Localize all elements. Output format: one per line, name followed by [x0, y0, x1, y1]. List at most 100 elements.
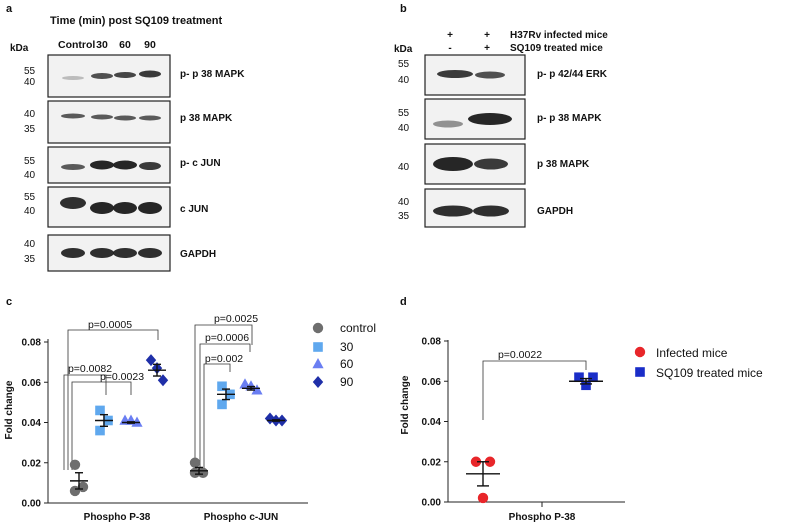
blot-band: [90, 160, 114, 170]
blot-band: [138, 202, 162, 214]
blot-label: p 38 MAPK: [537, 159, 590, 170]
mw-marker: 35: [24, 254, 36, 265]
sig-bracket: [67, 329, 159, 470]
panel-d-legend: Infected mice SQ109 treated mice: [634, 346, 763, 380]
blot-p-p38-mapk: 55 40 p- p 38 MAPK: [24, 54, 245, 98]
sig-bracket: [71, 381, 132, 470]
data-point: [477, 492, 489, 504]
condition-sign: +: [447, 30, 453, 41]
legend-label-30: 30: [340, 340, 354, 354]
blot-band: [139, 162, 161, 170]
legend-label-90: 90: [340, 375, 354, 389]
legend-label-infected: Infected mice: [656, 346, 728, 360]
data-point: [95, 425, 105, 436]
panel-a: a Time (min) post SQ109 treatment kDa Co…: [6, 3, 245, 272]
blot-band: [474, 158, 508, 170]
blot-label: c JUN: [180, 204, 208, 215]
legend-marker: [634, 346, 646, 358]
blot-band: [433, 205, 473, 217]
data-point: [470, 456, 482, 467]
y-tick-label: 0.06: [422, 377, 442, 388]
panel-c-letter: c: [6, 296, 12, 308]
mw-marker: 55: [24, 66, 36, 77]
lane-label-control: Control: [58, 39, 95, 51]
blot-label: p- c JUN: [180, 158, 221, 169]
mw-marker: 40: [24, 239, 36, 250]
data-point: [588, 372, 598, 383]
data-point: [189, 457, 201, 468]
panel-b-kda: kDa: [394, 44, 413, 55]
blot-band: [90, 202, 114, 214]
blot-band: [60, 197, 86, 209]
blot-label: p 38 MAPK: [180, 113, 233, 124]
legend-symbol-60: [312, 358, 324, 369]
group-label-cjun: Phospho c-JUN: [204, 512, 278, 523]
legend-symbol-sq109: [635, 367, 645, 377]
panel-a-letter: a: [6, 3, 13, 15]
mw-marker: 40: [398, 162, 410, 173]
blot-band: [138, 248, 162, 258]
legend-label-60: 60: [340, 357, 354, 371]
blot-band: [437, 70, 473, 78]
sig-bracket: [63, 374, 107, 470]
legend-label-control: control: [340, 321, 376, 335]
blot-band: [114, 72, 136, 78]
data-point: [95, 405, 105, 416]
panel-c-legend: control 30 60 90: [312, 321, 376, 389]
blot-band: [61, 164, 85, 170]
blot-label: GAPDH: [180, 249, 216, 260]
data-point: [145, 354, 157, 367]
panel-d-marks: [466, 372, 603, 504]
mw-marker: 35: [398, 211, 410, 222]
blot-band: [91, 73, 113, 79]
condition-sign: -: [448, 43, 451, 54]
y-tick-label: 0.00: [422, 498, 442, 509]
blot-band: [475, 71, 505, 79]
y-tick-label: 0.08: [422, 337, 442, 348]
mw-marker: 40: [398, 197, 410, 208]
mw-marker: 40: [24, 206, 36, 217]
p-value-label: p=0.002: [205, 353, 243, 365]
lane-label-90: 90: [144, 39, 156, 51]
group-label-p38: Phospho P-38: [84, 512, 151, 523]
blot-band: [90, 248, 114, 258]
data-point: [251, 384, 263, 395]
legend-marker: [312, 322, 324, 334]
panel-d-letter: d: [400, 296, 407, 308]
panel-c-ylabel: Fold change: [4, 380, 15, 439]
blot-label: p- p 38 MAPK: [537, 113, 602, 124]
blot-image: [47, 100, 171, 144]
blot-gapdh-a: 40 35 GAPDH: [24, 234, 216, 272]
panel-d-ylabel: Fold change: [400, 375, 411, 434]
legend-symbol-infected: [634, 346, 646, 358]
sig-bracket: [482, 360, 587, 420]
panel-c-marks: [69, 354, 288, 497]
mw-marker: 40: [398, 123, 410, 134]
blot-band: [468, 113, 512, 125]
p-value-label: p=0.0006: [205, 332, 249, 344]
y-tick-label: 0.02: [22, 458, 42, 469]
blot-c-jun: 55 40 c JUN: [24, 186, 208, 228]
data-point: [574, 372, 584, 383]
y-tick-label: 0.04: [22, 418, 42, 429]
legend-marker: [312, 376, 324, 388]
p-value-label: p=0.0082: [68, 363, 112, 375]
legend-symbol-30: [313, 342, 323, 352]
blot-band: [62, 76, 84, 80]
panel-c-yticks: 0.00 0.02 0.04 0.06 0.08: [22, 338, 48, 510]
blot-band: [113, 248, 137, 258]
blot-gapdh-b: 40 35 GAPDH: [398, 188, 573, 228]
blot-band: [61, 248, 85, 258]
data-point: [69, 459, 81, 470]
panel-b-letter: b: [400, 3, 407, 15]
y-tick-label: 0.04: [422, 417, 442, 428]
p-value-label: p=0.0023: [100, 371, 144, 383]
blot-band: [113, 160, 137, 170]
blot-band: [433, 120, 463, 128]
blot-label: p- p 42/44 ERK: [537, 69, 608, 80]
panel-a-kda: kDa: [10, 43, 29, 54]
panel-a-title: Time (min) post SQ109 treatment: [50, 15, 223, 27]
legend-marker: [312, 358, 324, 369]
blot-label: GAPDH: [537, 206, 573, 217]
